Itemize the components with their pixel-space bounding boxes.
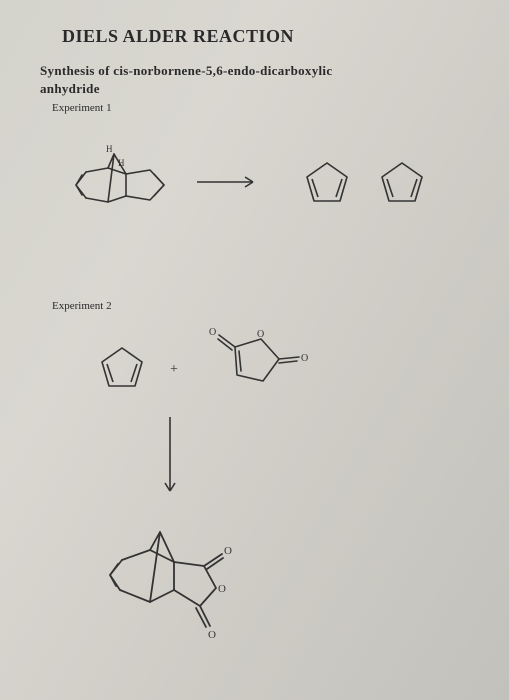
experiment1-label: Experiment 1 <box>52 102 112 114</box>
page: DIELS ALDER REACTION Synthesis of cis-no… <box>0 0 509 700</box>
o-atom-3: O <box>301 353 308 364</box>
arrow-exp2 <box>160 415 180 505</box>
page-title: DIELS ALDER REACTION <box>62 26 294 47</box>
o-atom-4: O <box>224 545 232 557</box>
subtitle-line1: Synthesis of cis-norbornene-5,6-endo-dic… <box>40 63 332 78</box>
plus-sign: + <box>170 362 178 378</box>
experiment2-label: Experiment 2 <box>52 300 112 312</box>
subtitle-line2: anhydride <box>40 81 100 96</box>
o-atom-1: O <box>209 327 216 338</box>
h-atom-1: H <box>106 144 113 154</box>
subtitle: Synthesis of cis-norbornene-5,6-endo-dic… <box>40 62 460 97</box>
cyclopentadiene-reagent <box>95 340 150 400</box>
product-structure: O O O <box>100 520 270 665</box>
o-atom-6: O <box>208 629 216 641</box>
h-atom-2: H <box>118 158 125 168</box>
o-atom-2: O <box>257 329 264 340</box>
dicyclopentadiene-structure: H H <box>68 140 178 225</box>
maleic-anhydride: O O O <box>195 325 315 405</box>
o-atom-5: O <box>218 583 226 595</box>
cyclopentadiene-2 <box>375 155 430 215</box>
cyclopentadiene-1 <box>300 155 355 215</box>
arrow-exp1 <box>195 172 265 197</box>
